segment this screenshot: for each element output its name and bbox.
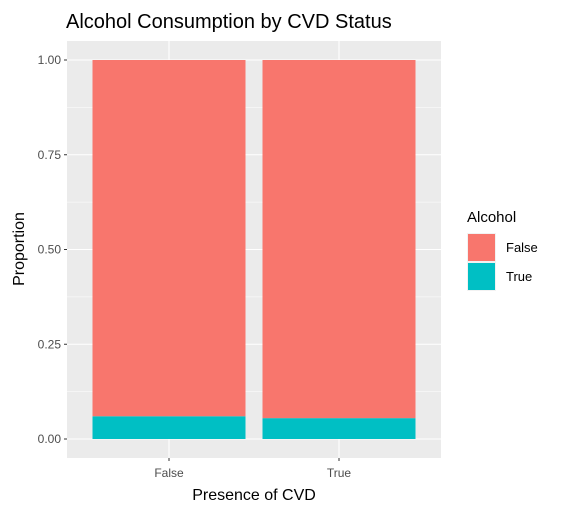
legend-label-true: True	[506, 269, 532, 284]
y-axis-ticks: 0.00 0.25 0.50 0.75 1.00	[38, 53, 67, 446]
bar-true-false	[263, 60, 416, 418]
bar-false-false	[93, 60, 246, 416]
chart-title: Alcohol Consumption by CVD Status	[66, 11, 392, 33]
x-axis-title: Presence of CVD	[192, 487, 316, 504]
y-tick-label: 1.00	[38, 53, 62, 67]
x-axis-ticks: False True	[154, 458, 351, 480]
x-tick-label: True	[327, 466, 352, 480]
legend: Alcohol False True	[467, 209, 538, 291]
legend-label-false: False	[506, 240, 538, 255]
bar-true-true	[263, 418, 416, 439]
x-tick-label: False	[154, 466, 184, 480]
legend-title: Alcohol	[467, 209, 516, 226]
legend-swatch-true	[468, 263, 495, 290]
y-tick-label: 0.00	[38, 432, 62, 446]
y-tick-label: 0.50	[38, 243, 62, 257]
y-axis-title: Proportion	[11, 212, 28, 286]
bar-false-true	[93, 416, 246, 439]
legend-swatch-false	[468, 234, 495, 261]
y-tick-label: 0.25	[38, 337, 62, 351]
y-tick-label: 0.75	[38, 148, 62, 162]
